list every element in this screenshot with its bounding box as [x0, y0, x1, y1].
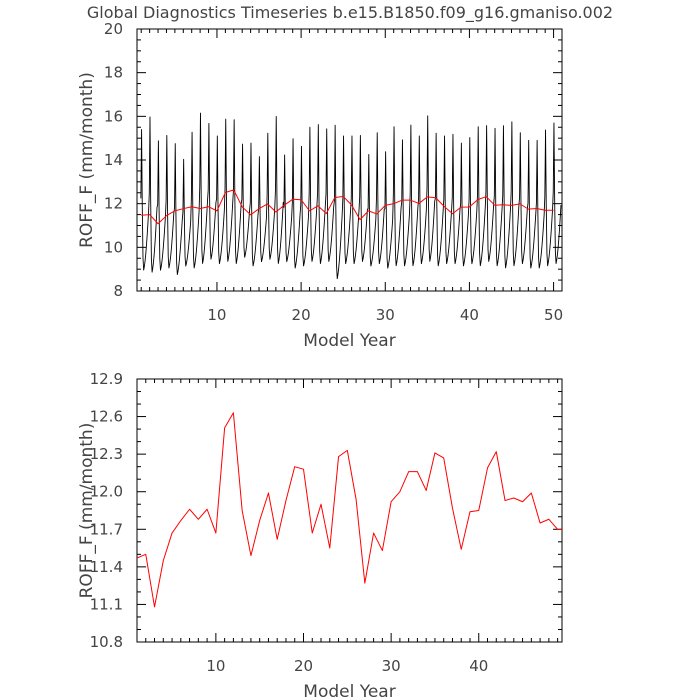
series-group	[137, 412, 562, 608]
x-tick-label: 50	[544, 306, 563, 324]
chart-panel-1: 10 20 30 40 50 8 10 12 14 16 18 20 Model Year ROFF_F …	[77, 20, 563, 351]
annual-mean-line	[141, 189, 554, 225]
y-axis-label: ROFF_F (mm/month)	[77, 72, 97, 248]
y-tick-label: 12.9	[90, 370, 123, 388]
chart-panel-2: 10 20 30 40 10.8 11.1 11.4 11.7 12.0 12.3 12.6 12.9…	[77, 370, 563, 700]
y-tick-label: 12.0	[90, 483, 123, 501]
x-axis-label: Model Year	[303, 331, 395, 351]
y-axis-label: ROFF_F (mm/month)	[77, 423, 97, 599]
y-tick-label: 11.1	[90, 595, 123, 613]
y-tick-label: 11.4	[90, 558, 123, 576]
y-tick-label: 14	[104, 151, 123, 169]
x-tick-label: 40	[460, 306, 479, 324]
annual-mean-line	[137, 412, 562, 608]
y-tick-label: 20	[104, 20, 123, 38]
x-tick-label: 10	[206, 657, 225, 675]
x-tick-label: 20	[294, 657, 313, 675]
y-tick-label: 10.8	[90, 633, 123, 651]
y-tick-label: 18	[104, 64, 123, 82]
y-tick-label: 10	[104, 238, 123, 256]
chart-title: Global Diagnostics Timeseries b.e15.B185…	[87, 3, 613, 23]
series-group	[140, 112, 562, 280]
y-tick-label: 8	[113, 282, 123, 300]
x-tick-label: 10	[207, 306, 226, 324]
x-tick-label: 30	[382, 657, 401, 675]
x-axis-label: Model Year	[303, 682, 395, 700]
monthly-series-line	[140, 112, 562, 280]
x-tick-label: 30	[376, 306, 395, 324]
y-tick-label: 12.3	[90, 445, 123, 463]
y-tick-label: 12	[104, 195, 123, 213]
x-tick-label: 20	[292, 306, 311, 324]
x-tick-label: 40	[469, 657, 488, 675]
y-tick-label: 11.7	[90, 520, 123, 538]
y-tick-label: 16	[104, 107, 123, 125]
plot-frame	[136, 378, 563, 643]
y-tick-label: 12.6	[90, 408, 123, 426]
